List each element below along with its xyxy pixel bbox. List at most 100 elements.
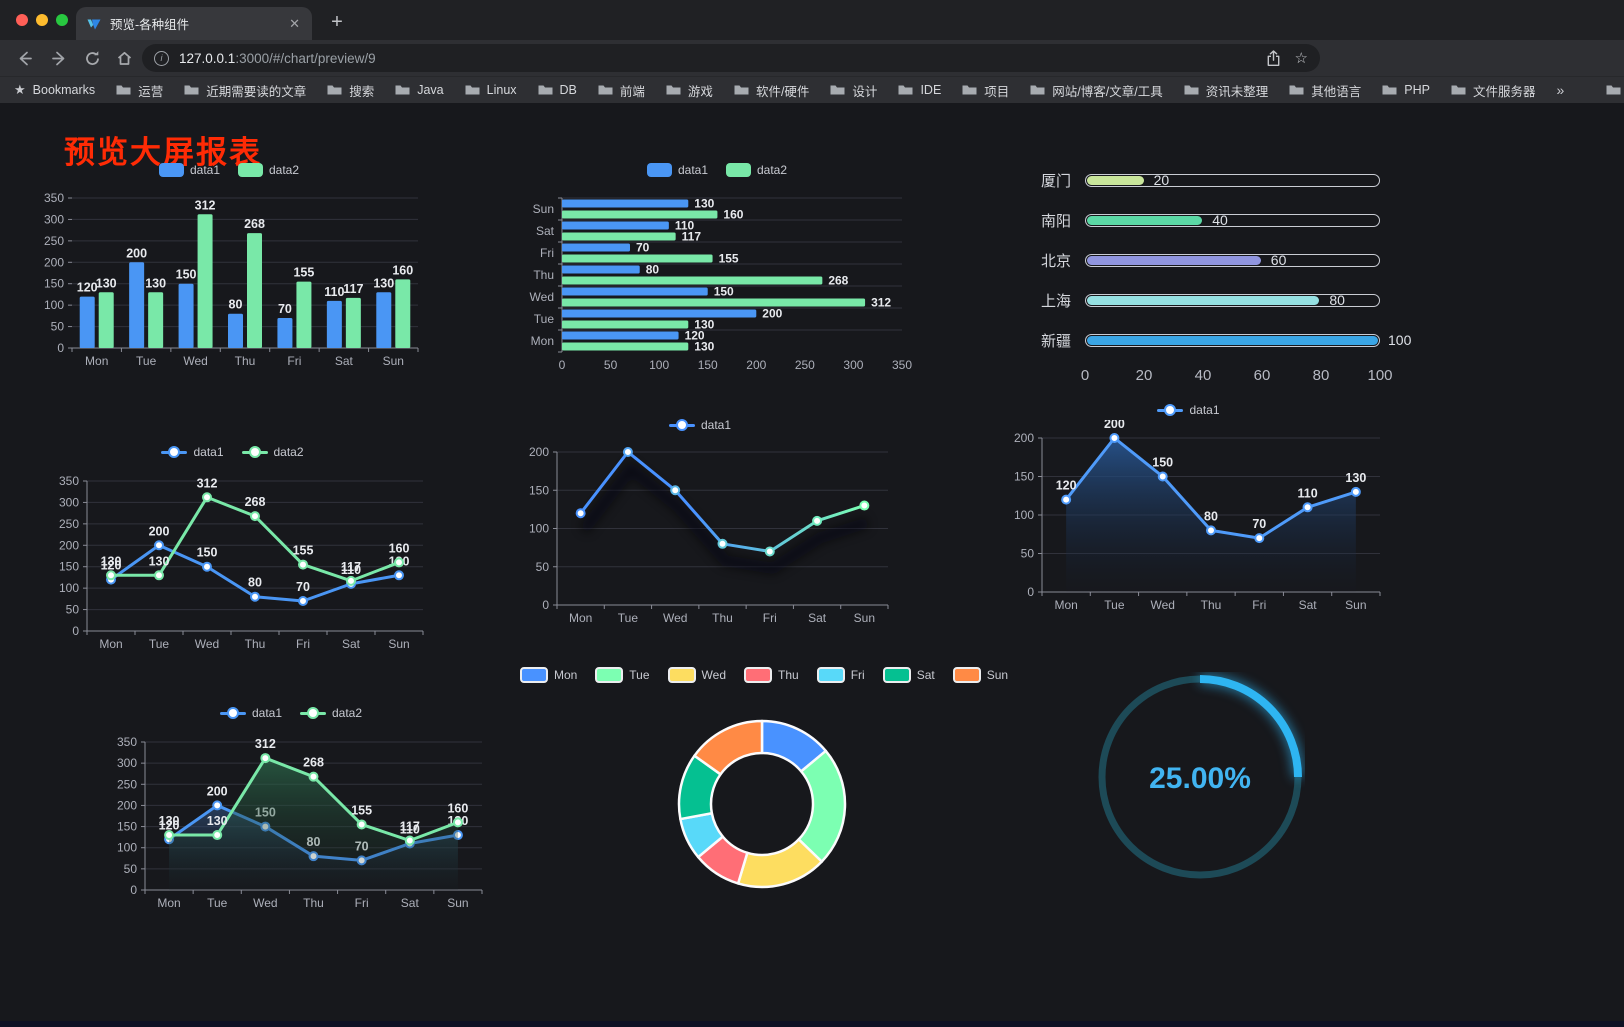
- site-info-icon[interactable]: i: [154, 50, 169, 66]
- other-bookmarks[interactable]: 其他书签: [1606, 81, 1624, 100]
- bookmark-folder[interactable]: Linux: [465, 81, 517, 100]
- progress-row: 厦门 20: [1041, 167, 1380, 193]
- legend-item[interactable]: Sun: [952, 667, 1008, 683]
- tab-close-icon[interactable]: ✕: [289, 15, 300, 31]
- folder-icon: [1382, 85, 1397, 95]
- svg-text:110: 110: [400, 822, 420, 836]
- bookmark-folder[interactable]: DB: [538, 81, 577, 100]
- bookmark-star-icon[interactable]: ☆: [1294, 50, 1308, 67]
- chart-legend[interactable]: data1 data2: [30, 442, 435, 462]
- svg-text:Fri: Fri: [1252, 598, 1266, 612]
- legend-item[interactable]: Tue: [595, 667, 650, 683]
- svg-text:110: 110: [341, 563, 361, 577]
- svg-text:130: 130: [694, 318, 714, 332]
- home-button[interactable]: [112, 46, 136, 70]
- legend-item[interactable]: data1: [1157, 403, 1220, 417]
- legend-item[interactable]: data1: [161, 445, 224, 459]
- bookmark-folder[interactable]: IDE: [898, 81, 941, 100]
- folder-icon: [598, 85, 613, 95]
- svg-text:130: 130: [96, 276, 117, 290]
- legend-swatch: [646, 163, 672, 177]
- svg-text:80: 80: [1204, 509, 1218, 523]
- legend-swatch: [668, 419, 695, 431]
- reload-button[interactable]: [80, 46, 104, 70]
- chart-legend[interactable]: data1 data2: [88, 703, 494, 723]
- legend-item[interactable]: Mon: [519, 667, 577, 683]
- bookmarks-root[interactable]: ★ Bookmarks: [14, 82, 95, 98]
- legend-item[interactable]: Fri: [816, 667, 865, 683]
- legend-item[interactable]: data1: [646, 163, 708, 177]
- bookmarks-overflow-chevron[interactable]: »: [1556, 82, 1565, 98]
- svg-text:300: 300: [117, 756, 137, 770]
- folder-icon: [1606, 85, 1621, 95]
- svg-text:Mon: Mon: [99, 637, 122, 651]
- bookmark-folder[interactable]: 网站/博客/文章/工具: [1030, 81, 1163, 100]
- bookmark-folder[interactable]: 文件服务器: [1451, 81, 1535, 100]
- folder-icon: [1184, 85, 1199, 95]
- share-icon[interactable]: [1266, 49, 1281, 67]
- svg-text:Tue: Tue: [149, 637, 170, 651]
- progress-row: 新疆 100: [1041, 332, 1412, 350]
- url-text[interactable]: 127.0.0.1:3000/#/chart/preview/9: [179, 50, 376, 66]
- chart-legend[interactable]: data1 data2: [30, 160, 428, 180]
- legend-item[interactable]: data2: [726, 163, 787, 177]
- svg-text:50: 50: [51, 320, 65, 334]
- bookmark-folder[interactable]: 项目: [962, 81, 1009, 100]
- bookmark-folder[interactable]: 资讯未整理: [1184, 81, 1268, 100]
- svg-text:50: 50: [1021, 547, 1035, 561]
- svg-text:0: 0: [130, 883, 137, 897]
- bookmark-folder[interactable]: 近期需要读的文章: [184, 81, 306, 100]
- bookmark-folder[interactable]: 搜索: [327, 81, 374, 100]
- bookmark-folder[interactable]: 设计: [830, 81, 877, 100]
- svg-text:200: 200: [1104, 420, 1125, 431]
- close-window-button[interactable]: [16, 14, 28, 26]
- window-controls[interactable]: [16, 14, 68, 26]
- legend-swatch: [519, 667, 548, 683]
- legend-item[interactable]: data2: [300, 706, 362, 720]
- bookmark-folder[interactable]: 游戏: [666, 81, 713, 100]
- svg-text:0: 0: [1027, 585, 1034, 599]
- back-button[interactable]: [12, 46, 36, 70]
- svg-text:100: 100: [44, 298, 64, 312]
- legend-item[interactable]: Sat: [882, 667, 935, 683]
- progress-row: 南阳 40: [1041, 207, 1380, 233]
- chart-gauge: 25.00%: [1095, 672, 1305, 887]
- address-bar[interactable]: i 127.0.0.1:3000/#/chart/preview/9 ☆: [142, 44, 1320, 72]
- bookmarks-star-icon: ★: [14, 82, 26, 97]
- svg-text:150: 150: [176, 268, 197, 282]
- chart-legend[interactable]: data1: [500, 415, 900, 435]
- svg-text:110: 110: [1297, 486, 1317, 500]
- svg-text:110: 110: [675, 219, 695, 233]
- bookmark-folder[interactable]: 前端: [598, 81, 645, 100]
- svg-text:Wed: Wed: [253, 896, 277, 910]
- tab-strip: 预览-各种组件 ✕ +: [0, 0, 1624, 40]
- svg-text:Sun: Sun: [1345, 598, 1366, 612]
- chart-legend[interactable]: data1: [985, 400, 1392, 420]
- forward-button[interactable]: [47, 46, 71, 70]
- legend-item[interactable]: data2: [238, 163, 299, 177]
- chart-legend[interactable]: data1 data2: [520, 160, 914, 180]
- svg-text:150: 150: [714, 285, 734, 299]
- bookmark-folder[interactable]: Java: [395, 81, 444, 100]
- browser-tab[interactable]: 预览-各种组件 ✕: [76, 7, 312, 40]
- svg-text:Fri: Fri: [540, 246, 554, 260]
- legend-item[interactable]: Wed: [667, 667, 726, 683]
- bookmark-folder[interactable]: 软件/硬件: [734, 81, 809, 100]
- bookmark-folder[interactable]: 运营: [116, 81, 163, 100]
- legend-item[interactable]: Thu: [744, 667, 799, 683]
- svg-text:70: 70: [278, 302, 292, 316]
- bookmark-folder[interactable]: 其他语言: [1289, 81, 1361, 100]
- bookmark-folder[interactable]: PHP: [1382, 81, 1430, 100]
- new-tab-button[interactable]: +: [331, 10, 343, 33]
- site-favicon: [87, 19, 101, 29]
- legend-item[interactable]: data1: [219, 706, 282, 720]
- legend-item[interactable]: data1: [668, 418, 731, 432]
- legend-swatch: [238, 163, 263, 177]
- chart-legend[interactable]: Mon Tue Wed Thu Fri Sat Sun: [519, 665, 1008, 685]
- legend-item[interactable]: data2: [241, 445, 304, 459]
- minimize-window-button[interactable]: [36, 14, 48, 26]
- maximize-window-button[interactable]: [56, 14, 68, 26]
- svg-text:50: 50: [604, 358, 618, 372]
- legend-swatch: [744, 667, 772, 683]
- legend-item[interactable]: data1: [158, 163, 220, 177]
